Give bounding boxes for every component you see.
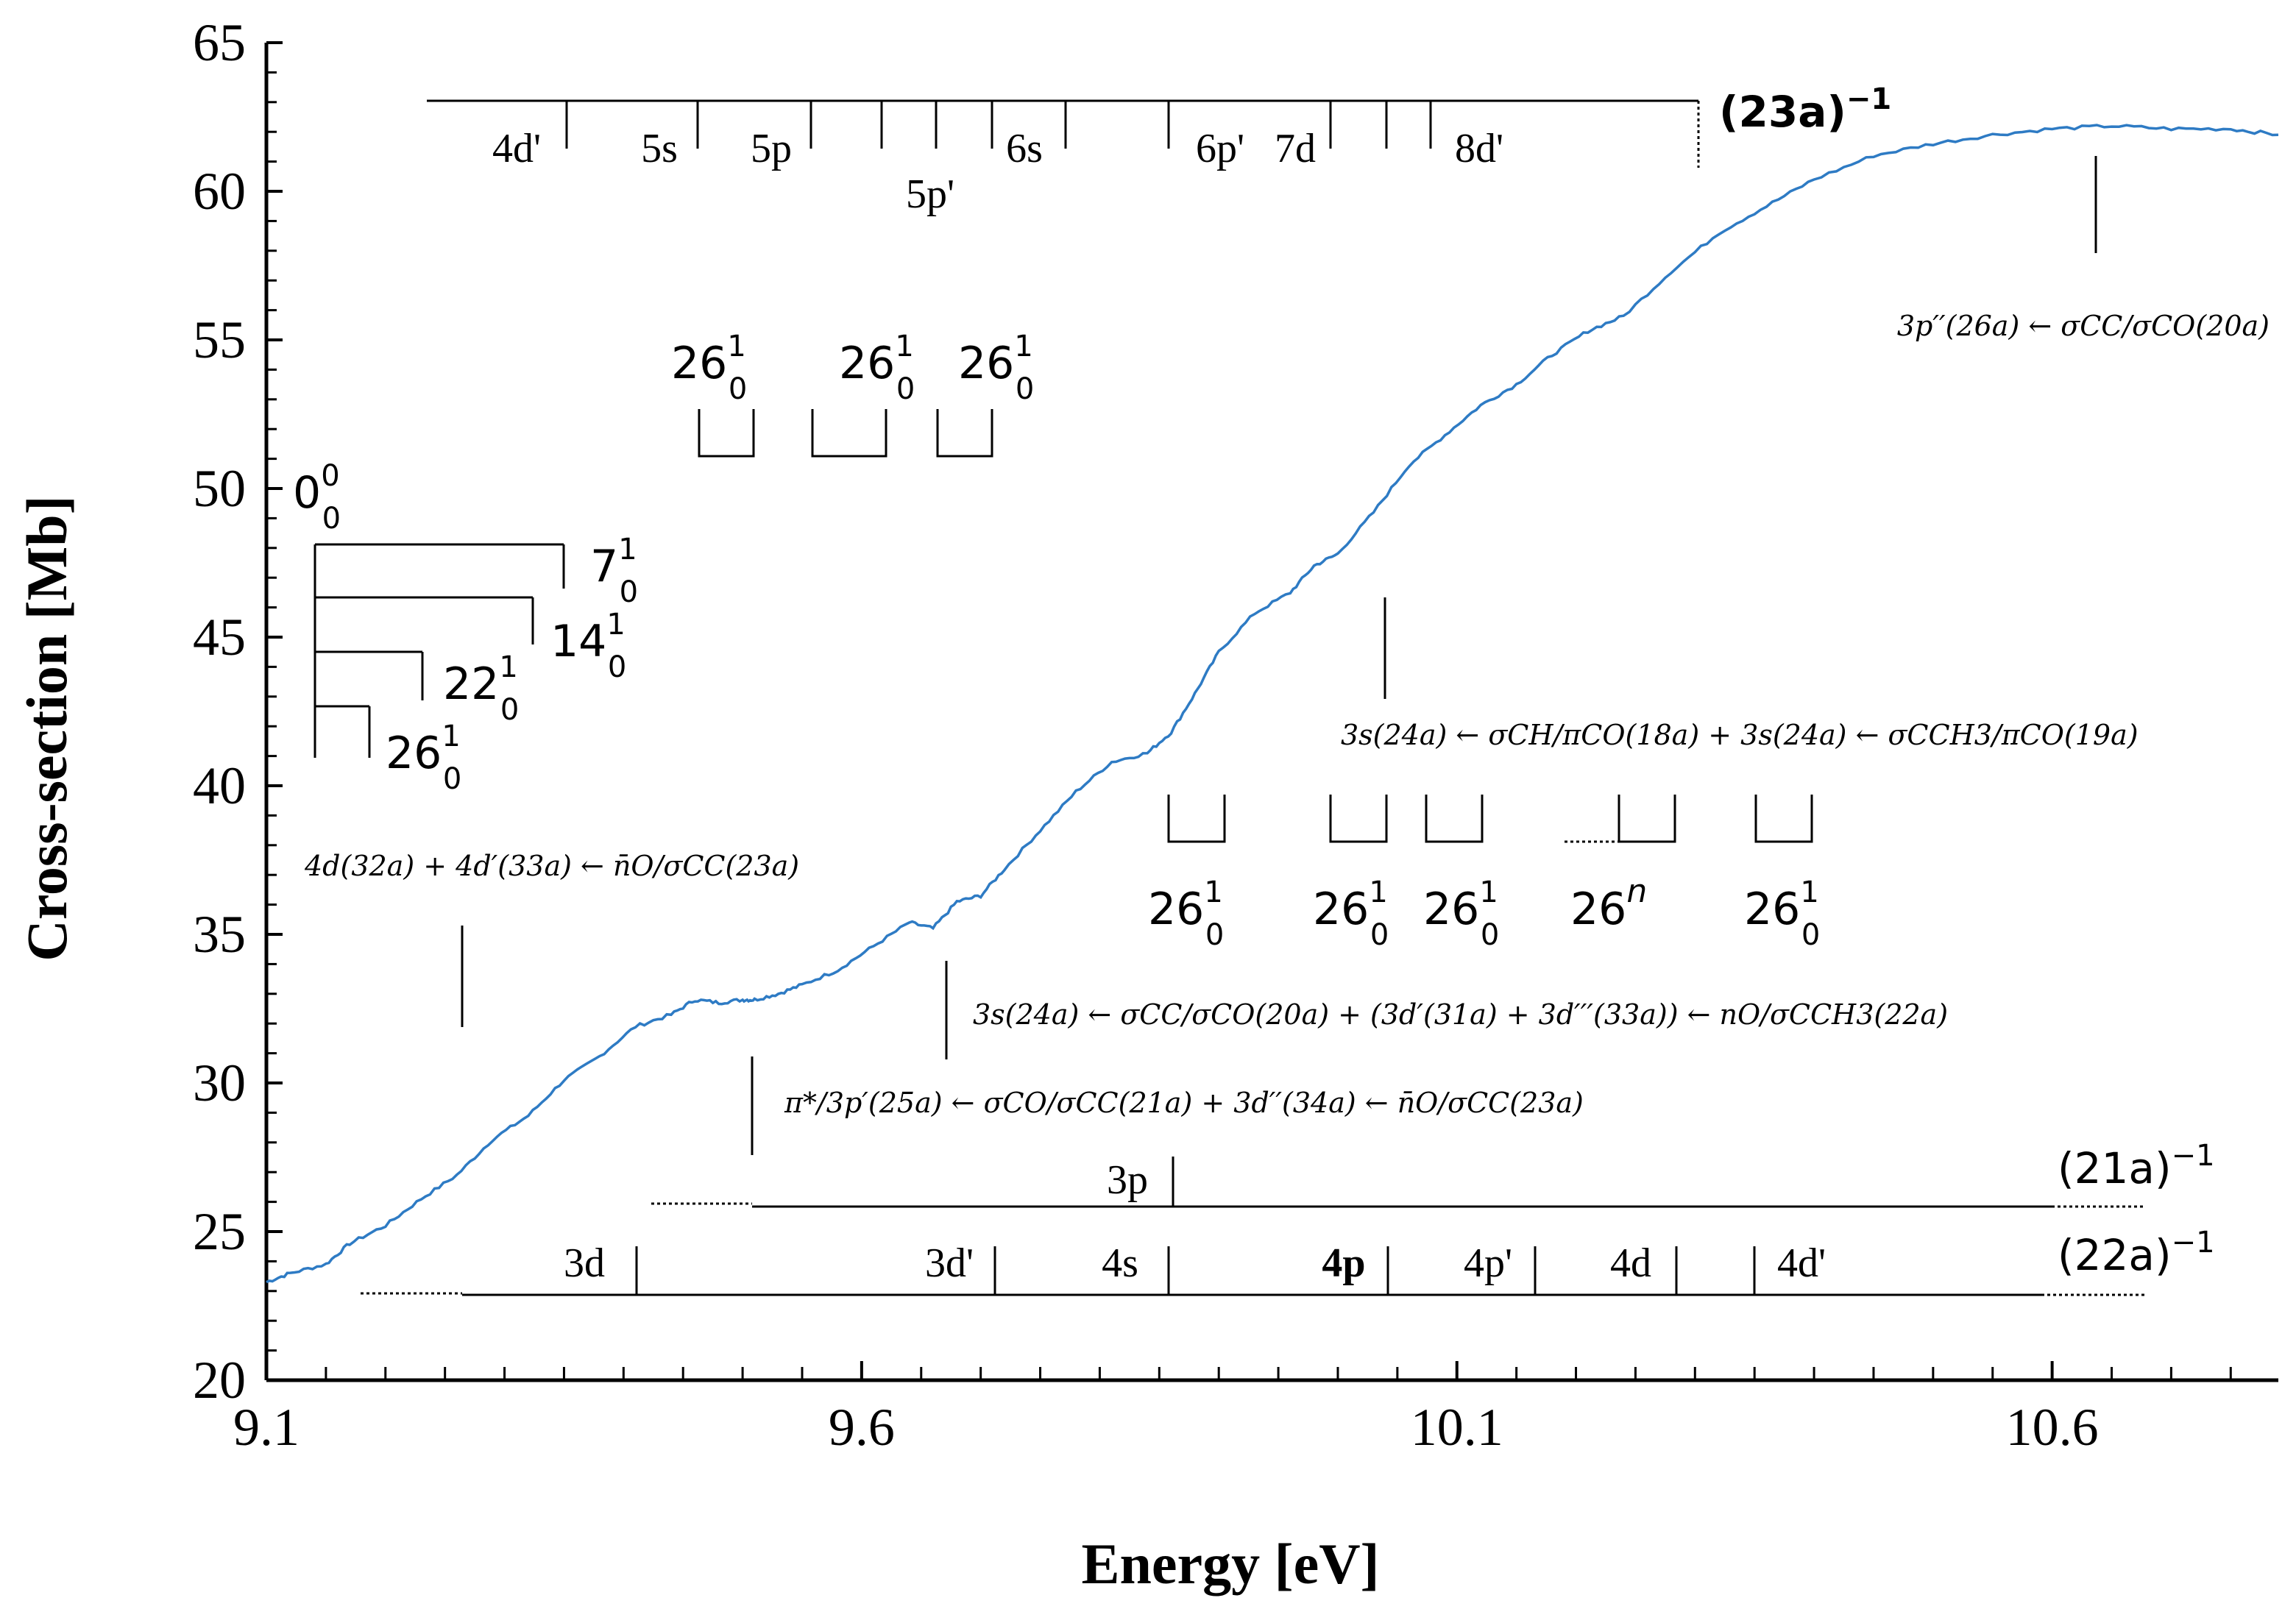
bracket: [1329, 795, 1388, 843]
band-23a-label: 6s: [1006, 126, 1043, 171]
y-tick-label: 20: [193, 1351, 246, 1410]
vib-label-lower-26n: 26n: [1570, 873, 1647, 935]
band-22a-label: 3d: [564, 1240, 605, 1286]
y-tick-label: 25: [193, 1202, 246, 1261]
x-tick-label: 9.1: [233, 1398, 300, 1457]
y-tick-label: 65: [193, 13, 246, 72]
band-23a-label: 8d': [1455, 126, 1503, 171]
x-ticks: 9.1 9.6 10.1 10.6: [233, 1361, 2232, 1457]
lower-brackets: 261 0 261 0 261 0 26n 261 0: [1148, 795, 1820, 952]
band-22a-label: 4d': [1777, 1240, 1826, 1286]
band-23a: 4d' 5s 5p 5p' 6s 6p' 7d 8d' (23a)−1: [427, 82, 1891, 217]
band-22a-title: (22a)−1: [2058, 1226, 2215, 1280]
vib-label-14-1-0: 141 0: [550, 608, 626, 684]
band-22a-label: 4p: [1322, 1240, 1365, 1286]
y-tick-label: 45: [193, 608, 246, 667]
band-21a-title: (21a)−1: [2058, 1139, 2215, 1193]
band-21a: 3p (21a)−1: [651, 1139, 2215, 1208]
upper-brackets: 261 0 261 0 261 0: [671, 330, 1034, 458]
y-tick-label: 60: [193, 162, 246, 221]
series-line-cross-section: [266, 124, 2279, 1284]
annotation-3p-26a: 3p′′(26a) ← σCC/σCO(20a): [1897, 310, 2270, 342]
band-22a-label: 4s: [1102, 1240, 1138, 1286]
y-tick-label: 30: [193, 1054, 246, 1112]
band-22a: 3d 3d' 4s 4p 4p' 4d 4d' (22a)−1: [361, 1226, 2215, 1296]
vib-label-22-1-0: 221 0: [443, 650, 519, 727]
vibrational-ladder: 00 0 71 0 141 0 221 0 261 0: [293, 459, 638, 796]
bracket: [1754, 795, 1813, 843]
band-23a-label: 5p': [906, 171, 954, 217]
annotation-3s-24a-20a: 3s(24a) ← σCC/σCO(20a) + (3d′(31a) + 3d′…: [973, 998, 1948, 1031]
bracket: [936, 409, 993, 458]
y-tick-label: 35: [193, 905, 246, 964]
band-22a-label: 4d: [1610, 1240, 1651, 1286]
x-axis-title: Energy [eV]: [1081, 1532, 1379, 1596]
annotation-pi-3p-25a: π*/3p′(25a) ← σCO/σCC(21a) + 3d′′(34a) ←…: [784, 1087, 1584, 1119]
band-23a-label: 7d: [1275, 126, 1316, 171]
bracket: [698, 409, 755, 458]
annotations: 3p′′(26a) ← σCC/σCO(20a) 3s(24a) ← σCH/π…: [304, 310, 2270, 1119]
y-tick-label: 55: [193, 310, 246, 369]
bracket: [1618, 795, 1676, 843]
bracket: [1167, 795, 1226, 843]
y-tick-label: 40: [193, 756, 246, 815]
band-22a-label: 3d': [925, 1240, 974, 1286]
vib-label-upper: 261 0: [839, 330, 915, 406]
bracket: [1425, 795, 1484, 843]
bracket: [811, 409, 887, 458]
vib-label-7-1-0: 71 0: [590, 533, 638, 609]
vib-label-lower: 261 0: [1148, 875, 1224, 952]
vib-label-lower: 261 0: [1744, 875, 1820, 952]
vib-label-26-1-0: 261 0: [386, 720, 461, 796]
x-tick-label: 9.6: [829, 1398, 895, 1457]
x-tick-label: 10.1: [1411, 1398, 1503, 1457]
vib-label-0-0-0: 00 0: [293, 459, 341, 536]
y-ticks: 20 25 30 35 40 45 50 55 60 65: [193, 13, 283, 1410]
axes: 20 25 30 35 40 45 50 55 60 65 9.1 9.6 10.1 10.6: [193, 13, 2278, 1457]
vib-label-lower: 261 0: [1313, 875, 1389, 952]
y-axis-title: Cross-section [Mb]: [15, 495, 79, 961]
band-21a-label: 3p: [1107, 1157, 1148, 1203]
band-23a-label: 4d': [492, 126, 541, 171]
annotation-4d-32a: 4d(32a) + 4d′(33a) ← n̄O/σCC(23a): [304, 850, 799, 882]
band-23a-label: 5s: [641, 126, 678, 171]
x-tick-label: 10.6: [2006, 1398, 2099, 1457]
vib-label-upper: 261 0: [671, 330, 747, 406]
band-23a-title: (23a)−1: [1719, 82, 1891, 137]
vib-label-lower: 261 0: [1423, 875, 1499, 952]
annotation-3s-24a-18a-19a: 3s(24a) ← σCH/πCO(18a) + 3s(24a) ← σCCH3…: [1341, 719, 2139, 751]
band-22a-label: 4p': [1464, 1240, 1512, 1286]
y-tick-label: 50: [193, 459, 246, 518]
vib-label-upper: 261 0: [958, 330, 1034, 406]
band-23a-label: 6p': [1196, 126, 1244, 171]
band-23a-label: 5p: [751, 126, 792, 171]
annotation-markers: [461, 156, 2097, 1155]
